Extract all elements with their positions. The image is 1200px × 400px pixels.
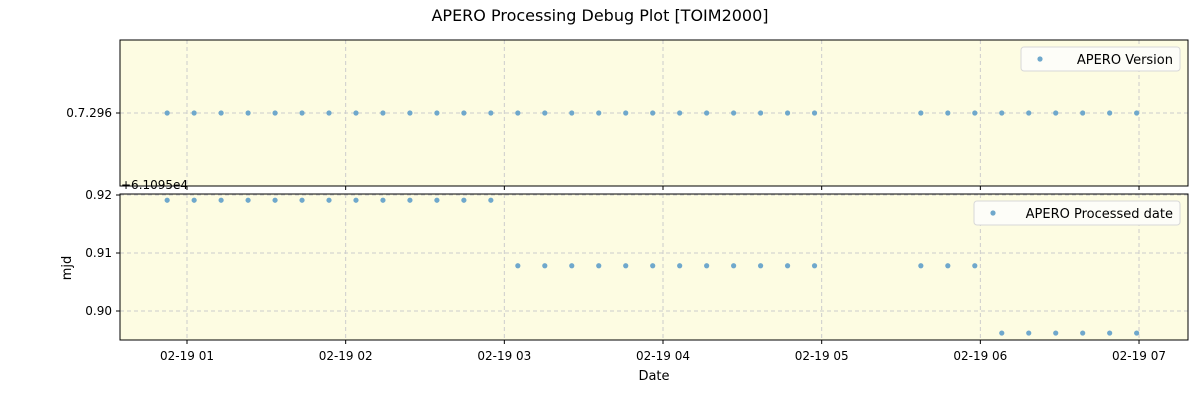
data-point — [515, 263, 521, 269]
data-point — [326, 110, 332, 116]
data-point — [918, 110, 924, 116]
y-tick-label: 0.91 — [85, 246, 112, 260]
data-point — [1053, 330, 1059, 336]
data-point — [999, 330, 1005, 336]
data-point — [677, 110, 683, 116]
data-point — [407, 197, 413, 203]
data-point — [569, 110, 575, 116]
y-tick-label: 0.7.296 — [66, 106, 112, 120]
data-point — [353, 197, 359, 203]
data-point — [704, 263, 710, 269]
data-point — [461, 197, 467, 203]
y-tick-label: 0.92 — [85, 188, 112, 202]
data-point — [784, 110, 791, 116]
top-axes-frame — [119, 39, 1189, 187]
x-tick-label: 02-19 01 — [160, 349, 214, 363]
data-point — [191, 197, 197, 203]
x-tick-label: 02-19 07 — [1112, 349, 1166, 363]
data-point — [596, 263, 602, 269]
data-point — [704, 110, 710, 116]
data-point — [999, 110, 1005, 116]
data-point — [1080, 330, 1086, 336]
data-point — [1134, 330, 1140, 336]
data-point — [650, 110, 656, 116]
data-point — [811, 110, 818, 116]
data-point — [1053, 110, 1059, 116]
x-axis-label: Date — [638, 369, 669, 384]
data-point — [623, 263, 629, 269]
data-point — [784, 263, 791, 269]
y-axis-label: mjd — [60, 256, 75, 281]
x-tick-label: 02-19 06 — [953, 349, 1007, 363]
top-legend-label: APERO Version — [1077, 53, 1173, 68]
data-point — [326, 197, 332, 203]
x-tick-label: 02-19 05 — [795, 349, 849, 363]
data-point — [218, 197, 224, 203]
data-point — [272, 110, 278, 116]
bottom-legend-box — [973, 200, 1181, 226]
data-point — [596, 110, 602, 116]
data-point — [945, 110, 951, 116]
data-point — [757, 110, 764, 116]
data-point — [488, 110, 494, 116]
data-point — [434, 197, 440, 203]
data-point — [434, 110, 440, 116]
data-point — [811, 263, 818, 269]
top-legend-box — [1020, 46, 1181, 72]
x-tick-label: 02-19 04 — [636, 349, 690, 363]
data-point — [650, 263, 656, 269]
y-tick-label: 0.90 — [85, 304, 112, 318]
data-point — [164, 197, 170, 203]
data-point — [918, 263, 924, 269]
top-legend-marker-icon — [1037, 56, 1043, 62]
data-point — [407, 110, 413, 116]
bottom-legend-label: APERO Processed date — [1026, 207, 1173, 222]
data-point — [731, 263, 737, 269]
data-point — [1026, 330, 1032, 336]
data-point — [380, 110, 386, 116]
bottom-axes-frame — [119, 193, 1189, 341]
data-point — [623, 110, 629, 116]
data-point — [299, 197, 305, 203]
data-point — [569, 263, 575, 269]
x-tick-label: 02-19 03 — [477, 349, 531, 363]
data-point — [1107, 110, 1113, 116]
data-point — [515, 110, 521, 116]
data-point — [757, 263, 764, 269]
data-point — [353, 110, 359, 116]
x-tick-label: 02-19 02 — [319, 349, 373, 363]
data-point — [1134, 110, 1140, 116]
data-point — [542, 110, 548, 116]
data-point — [245, 110, 251, 116]
data-point — [299, 110, 305, 116]
data-point — [191, 110, 197, 116]
data-point — [542, 263, 548, 269]
data-point — [218, 110, 224, 116]
data-point — [380, 197, 386, 203]
data-point — [945, 263, 951, 269]
data-point — [1026, 110, 1032, 116]
data-point — [1107, 330, 1113, 336]
data-point — [1080, 110, 1086, 116]
data-point — [488, 197, 494, 203]
data-point — [972, 263, 978, 269]
data-point — [272, 197, 278, 203]
chart-title: APERO Processing Debug Plot [TOIM2000] — [431, 6, 769, 25]
data-point — [677, 263, 683, 269]
data-point — [731, 110, 737, 116]
data-point — [972, 110, 978, 116]
data-point — [461, 110, 467, 116]
bottom-legend-marker-icon — [990, 210, 996, 216]
y-offset-text: +6.1095e4 — [121, 178, 188, 192]
data-point — [164, 110, 170, 116]
data-point — [245, 197, 251, 203]
